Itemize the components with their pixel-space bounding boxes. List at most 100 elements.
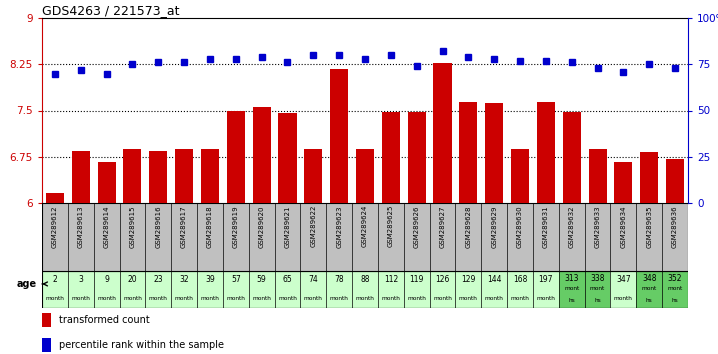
Bar — [93, 271, 119, 308]
Text: hs: hs — [595, 298, 601, 303]
Text: GSM289613: GSM289613 — [78, 205, 84, 248]
Bar — [145, 271, 171, 308]
Bar — [584, 271, 610, 308]
Text: month: month — [149, 296, 168, 301]
Text: 74: 74 — [309, 275, 318, 284]
Bar — [149, 151, 167, 203]
Text: month: month — [485, 296, 503, 301]
Bar — [382, 112, 400, 203]
Bar — [279, 113, 297, 203]
Text: 197: 197 — [538, 275, 553, 284]
Text: hs: hs — [672, 298, 679, 303]
Text: month: month — [536, 296, 555, 301]
Bar — [123, 149, 141, 203]
Bar — [326, 271, 352, 308]
Bar — [404, 271, 429, 308]
Text: 168: 168 — [513, 275, 527, 284]
Text: GSM289614: GSM289614 — [103, 205, 110, 247]
Text: 347: 347 — [616, 275, 630, 284]
Text: month: month — [510, 296, 529, 301]
Text: 119: 119 — [409, 275, 424, 284]
Text: GSM289619: GSM289619 — [233, 205, 239, 248]
Bar — [330, 69, 348, 203]
Bar — [636, 271, 662, 308]
Bar — [248, 271, 274, 308]
Text: GDS4263 / 221573_at: GDS4263 / 221573_at — [42, 4, 180, 17]
Text: 313: 313 — [564, 274, 579, 283]
Bar — [119, 271, 145, 308]
Bar — [227, 111, 245, 203]
Text: GSM289636: GSM289636 — [672, 205, 678, 248]
Text: 57: 57 — [231, 275, 241, 284]
Text: month: month — [97, 296, 116, 301]
Text: month: month — [174, 296, 194, 301]
Text: hs: hs — [646, 298, 653, 303]
Text: 88: 88 — [360, 275, 370, 284]
Bar — [429, 271, 455, 308]
Bar — [67, 271, 93, 308]
Text: GSM289632: GSM289632 — [569, 205, 574, 247]
Text: GSM289634: GSM289634 — [620, 205, 626, 247]
Bar — [563, 112, 581, 203]
Bar — [175, 149, 193, 203]
Text: 352: 352 — [668, 274, 682, 283]
Text: month: month — [226, 296, 246, 301]
Text: month: month — [330, 296, 349, 301]
Text: GSM289616: GSM289616 — [155, 205, 162, 248]
Bar — [507, 271, 533, 308]
Text: age: age — [17, 279, 37, 289]
Bar — [559, 271, 584, 308]
Bar — [352, 271, 378, 308]
Text: 65: 65 — [283, 275, 292, 284]
Bar — [481, 271, 507, 308]
Text: month: month — [407, 296, 426, 301]
Text: month: month — [381, 296, 400, 301]
Text: GSM289635: GSM289635 — [646, 205, 652, 247]
Text: GSM289633: GSM289633 — [595, 205, 600, 248]
Bar — [408, 112, 426, 203]
Text: GSM289627: GSM289627 — [439, 205, 446, 247]
Text: mont: mont — [642, 286, 657, 291]
Text: GSM289620: GSM289620 — [258, 205, 265, 247]
Bar — [511, 149, 529, 203]
Text: 39: 39 — [205, 275, 215, 284]
Bar — [640, 152, 658, 203]
Bar — [434, 63, 452, 203]
Text: percentile rank within the sample: percentile rank within the sample — [59, 340, 224, 350]
Text: 348: 348 — [642, 274, 656, 283]
Bar — [666, 159, 684, 203]
Text: month: month — [433, 296, 452, 301]
Bar — [589, 149, 607, 203]
Text: month: month — [304, 296, 323, 301]
Text: month: month — [459, 296, 477, 301]
Text: 144: 144 — [487, 275, 501, 284]
Bar — [610, 271, 636, 308]
Text: month: month — [614, 296, 633, 301]
Text: month: month — [355, 296, 375, 301]
Text: month: month — [252, 296, 271, 301]
Text: mont: mont — [564, 286, 579, 291]
Text: 3: 3 — [78, 275, 83, 284]
Bar — [300, 271, 326, 308]
Text: mont: mont — [668, 286, 683, 291]
Text: 112: 112 — [383, 275, 398, 284]
Text: GSM289622: GSM289622 — [310, 205, 317, 247]
Text: GSM289631: GSM289631 — [543, 205, 549, 248]
Text: GSM289629: GSM289629 — [491, 205, 497, 247]
Bar — [42, 338, 50, 352]
Text: GSM289628: GSM289628 — [465, 205, 471, 247]
Bar — [171, 271, 197, 308]
Text: month: month — [200, 296, 220, 301]
Bar — [223, 271, 248, 308]
Text: GSM289624: GSM289624 — [362, 205, 368, 247]
Text: hs: hs — [569, 298, 575, 303]
Bar — [460, 102, 477, 203]
Text: 20: 20 — [128, 275, 137, 284]
Bar — [72, 151, 90, 203]
Bar — [533, 271, 559, 308]
Text: GSM289612: GSM289612 — [52, 205, 58, 247]
Text: month: month — [123, 296, 142, 301]
Text: GSM289626: GSM289626 — [414, 205, 420, 247]
Bar — [253, 107, 271, 203]
Bar — [356, 149, 374, 203]
